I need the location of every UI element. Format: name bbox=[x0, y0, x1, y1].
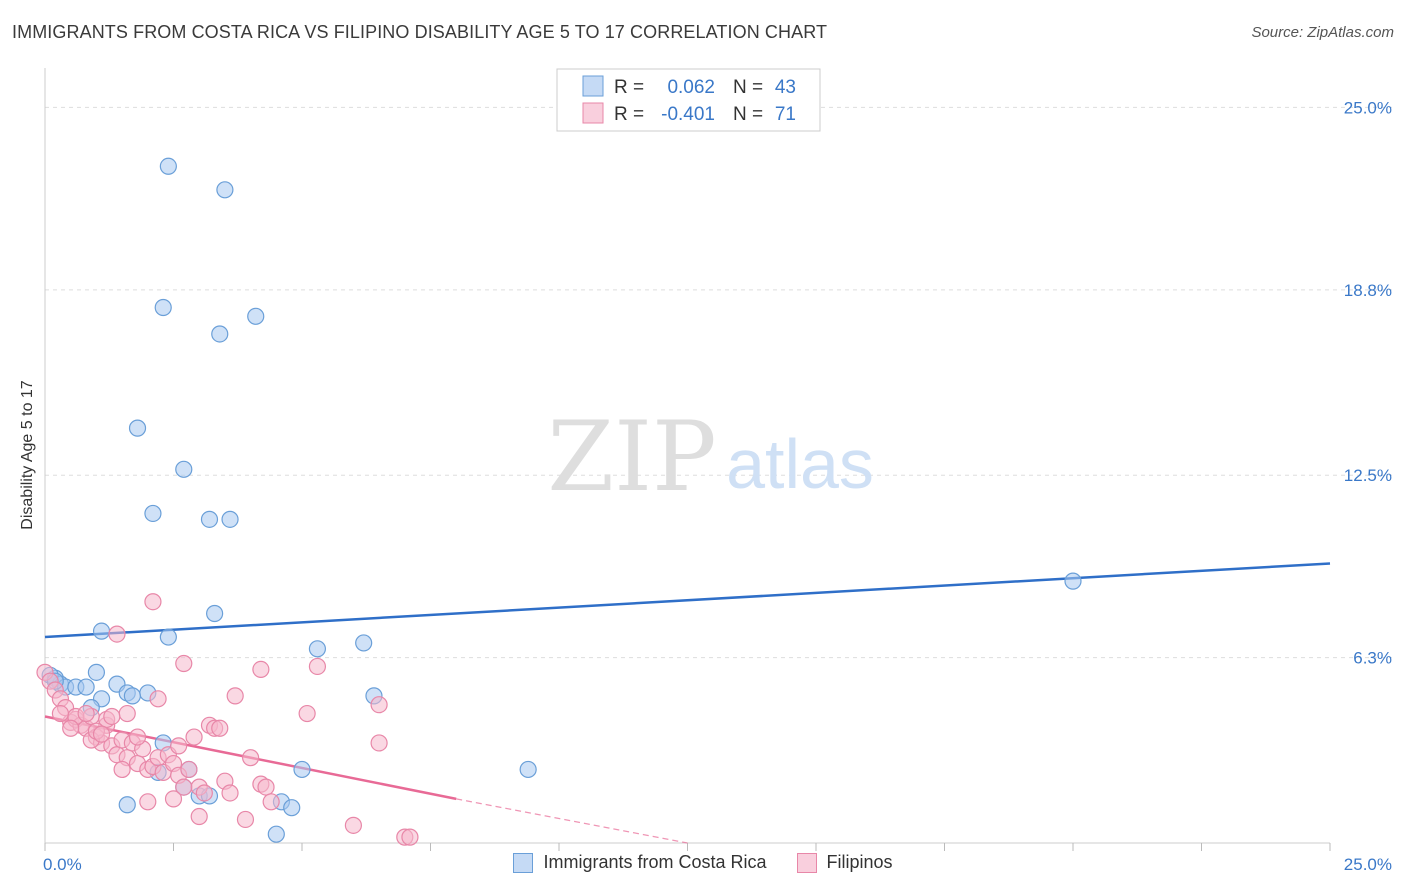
point-pink-45 bbox=[298, 704, 316, 723]
point-pink-38 bbox=[257, 778, 275, 796]
legend-box: R = 0.062 N = 43 R = -0.401 N = 71 bbox=[556, 68, 821, 132]
point-blue-38 bbox=[283, 799, 301, 817]
point-pink-46 bbox=[370, 696, 388, 714]
point-blue-14 bbox=[355, 634, 373, 652]
y-tick-label-0: 6.3% bbox=[1353, 649, 1392, 668]
point-pink-58 bbox=[344, 816, 362, 834]
x-tick-label-1: 25.0% bbox=[1344, 855, 1392, 874]
watermark: ZIP atlas bbox=[547, 401, 874, 513]
point-blue-20 bbox=[77, 678, 95, 696]
point-blue-13 bbox=[308, 640, 327, 658]
x-tick-label-0: 0.0% bbox=[43, 855, 82, 874]
point-pink-42 bbox=[175, 654, 193, 673]
grid-lines bbox=[45, 106, 1392, 659]
point-blue-4 bbox=[211, 325, 229, 343]
point-pink-68 bbox=[211, 719, 229, 737]
point-blue-7 bbox=[144, 504, 162, 523]
legend-r-label-1: R = bbox=[614, 104, 644, 125]
point-pink-60 bbox=[401, 828, 419, 846]
point-pink-39 bbox=[262, 793, 280, 811]
legend-n-value-0: 43 bbox=[775, 77, 796, 98]
point-pink-66 bbox=[128, 728, 147, 746]
point-blue-1 bbox=[216, 181, 234, 199]
point-pink-48 bbox=[118, 704, 136, 723]
point-pink-57 bbox=[236, 810, 255, 829]
point-pink-62 bbox=[103, 707, 121, 726]
point-pink-69 bbox=[92, 725, 111, 743]
point-blue-2 bbox=[154, 298, 172, 317]
point-blue-10 bbox=[206, 604, 224, 623]
point-blue-11 bbox=[92, 622, 111, 640]
point-blue-0 bbox=[159, 157, 177, 175]
legend-r-value-1: -0.401 bbox=[661, 104, 715, 125]
point-pink-43 bbox=[252, 660, 270, 679]
y-axis-title: Disability Age 5 to 17 bbox=[19, 380, 36, 530]
point-blue-6 bbox=[175, 460, 193, 478]
y-tick-label-1: 12.5% bbox=[1344, 466, 1392, 485]
legend-label-costa-rica: Immigrants from Costa Rica bbox=[543, 852, 767, 872]
point-blue-5 bbox=[128, 419, 147, 437]
point-pink-70 bbox=[62, 719, 80, 737]
point-pink-64 bbox=[77, 704, 95, 723]
point-blue-15 bbox=[87, 663, 106, 681]
point-blue-41 bbox=[1064, 572, 1082, 590]
legend-swatch-pink bbox=[796, 852, 817, 873]
y-tick-label-3: 25.0% bbox=[1344, 98, 1392, 117]
point-blue-12 bbox=[159, 628, 177, 646]
trendline-0 bbox=[44, 562, 1331, 639]
point-pink-54 bbox=[139, 793, 157, 811]
point-blue-32 bbox=[293, 760, 311, 779]
point-pink-36 bbox=[242, 749, 260, 767]
tick-labels: 6.3% 12.5% 18.8% 25.0% 0.0% 25.0% bbox=[43, 98, 1392, 874]
point-pink-67 bbox=[170, 737, 188, 755]
point-pink-28 bbox=[180, 760, 198, 779]
point-pink-47 bbox=[370, 734, 388, 752]
legend-swatch-blue bbox=[513, 852, 534, 873]
legend-n-label-0: N = bbox=[733, 77, 763, 98]
trendline-extension-1 bbox=[456, 798, 688, 844]
legend-r-label-0: R = bbox=[614, 77, 644, 98]
point-pink-53 bbox=[113, 760, 131, 779]
point-blue-8 bbox=[200, 510, 219, 528]
point-pink-65 bbox=[185, 728, 203, 746]
point-blue-9 bbox=[221, 510, 239, 528]
legend-swatch-blue bbox=[582, 75, 604, 97]
point-blue-39 bbox=[118, 796, 136, 814]
legend-item-filipinos[interactable]: Filipinos bbox=[796, 852, 893, 873]
point-pink-40 bbox=[108, 625, 126, 643]
point-pink-41 bbox=[144, 593, 162, 611]
point-pink-49 bbox=[149, 690, 167, 708]
point-pink-63 bbox=[51, 704, 70, 723]
legend-label-filipinos: Filipinos bbox=[826, 852, 893, 872]
point-pink-35 bbox=[226, 687, 244, 705]
legend-bottom: Immigrants from Costa Rica Filipinos bbox=[0, 852, 1406, 873]
legend-n-value-1: 71 bbox=[775, 104, 796, 125]
legend-swatch-pink bbox=[582, 102, 604, 124]
legend-item-costa-rica[interactable]: Immigrants from Costa Rica bbox=[513, 852, 767, 873]
point-pink-55 bbox=[164, 790, 183, 808]
point-pink-34 bbox=[221, 784, 239, 802]
legend-r-value-0: 0.062 bbox=[667, 77, 715, 98]
point-pink-30 bbox=[195, 784, 213, 802]
point-blue-33 bbox=[519, 760, 537, 779]
point-blue-40 bbox=[267, 825, 285, 843]
legend-n-label-1: N = bbox=[733, 104, 763, 125]
data-points bbox=[36, 157, 1082, 846]
point-pink-44 bbox=[308, 657, 327, 676]
chart-source: Source: ZipAtlas.com bbox=[1251, 24, 1394, 41]
chart-title: IMMIGRANTS FROM COSTA RICA VS FILIPINO D… bbox=[12, 22, 828, 42]
point-pink-56 bbox=[190, 807, 208, 826]
point-blue-3 bbox=[247, 307, 265, 325]
y-tick-label-2: 18.8% bbox=[1344, 281, 1392, 300]
watermark-atlas: atlas bbox=[726, 425, 874, 503]
point-blue-25 bbox=[123, 687, 141, 705]
watermark-zip: ZIP bbox=[547, 401, 716, 513]
